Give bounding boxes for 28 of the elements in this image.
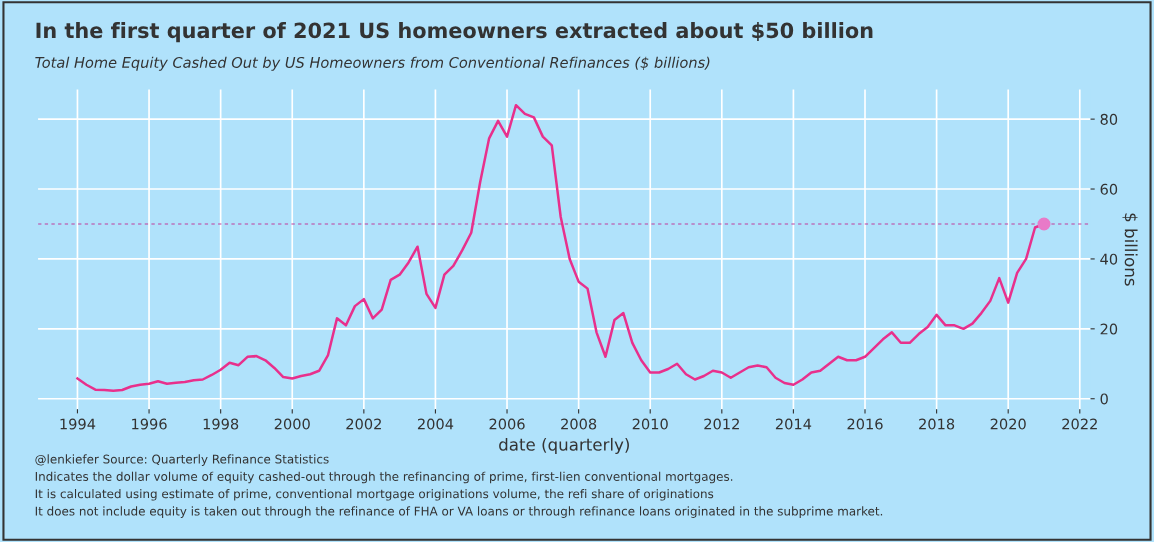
x-tick-label: 2006 xyxy=(489,418,525,430)
y2-axis-title: $ billions xyxy=(1122,213,1138,286)
text: It is calculated using estimate of prime, conventional mortgage originations volume, the refi share of originations xyxy=(35,489,714,501)
x-tick-label: 1998 xyxy=(203,418,239,430)
text: Indicates the dollar volume of equity cashed-out through the refinancing of prime, first-lien conventional mortgages. xyxy=(35,471,733,484)
x-tick-label: 2018 xyxy=(919,418,955,430)
text: @lenkiefer Source: Quarterly Refinance Statistics xyxy=(35,454,329,466)
x-tick-label: 2022 xyxy=(1062,418,1097,430)
x-tick-label: 2010 xyxy=(632,418,668,430)
x-tick-label: 2004 xyxy=(417,418,454,430)
x-tick-label: 2014 xyxy=(775,418,812,430)
x-tick-label: 1996 xyxy=(132,418,167,430)
y2-tick-label: 20 xyxy=(1100,323,1118,335)
y2-tick-label: 80 xyxy=(1100,113,1118,125)
x-tick-label: 2008 xyxy=(561,418,597,430)
x-tick-label: 2016 xyxy=(847,418,883,430)
x-tick-label: 2002 xyxy=(346,418,381,430)
y2-tick-label: 60 xyxy=(1100,183,1118,195)
x-axis-title: date (quarterly) xyxy=(499,437,629,455)
x-tick-label: 2012 xyxy=(704,418,739,430)
x-tick-label: 2020 xyxy=(990,418,1026,430)
y2-tick-label: 0 xyxy=(1100,393,1108,405)
y2-tick-label: 40 xyxy=(1100,253,1118,265)
x-tick-label: 1994 xyxy=(60,418,96,430)
text: It does not include equity is taken out through the refinance of FHA or VA loans or through refinance loans originated in the subprime market. xyxy=(35,506,883,518)
chart-subtitle: Total Home Equity Cashed Out by US Homeowners from Conventional Refinances ($ billions) xyxy=(35,56,710,71)
chart-title: In the first quarter of 2021 US homeowners extracted about $50 billion xyxy=(36,22,873,43)
x-tick-label: 2000 xyxy=(274,418,310,430)
